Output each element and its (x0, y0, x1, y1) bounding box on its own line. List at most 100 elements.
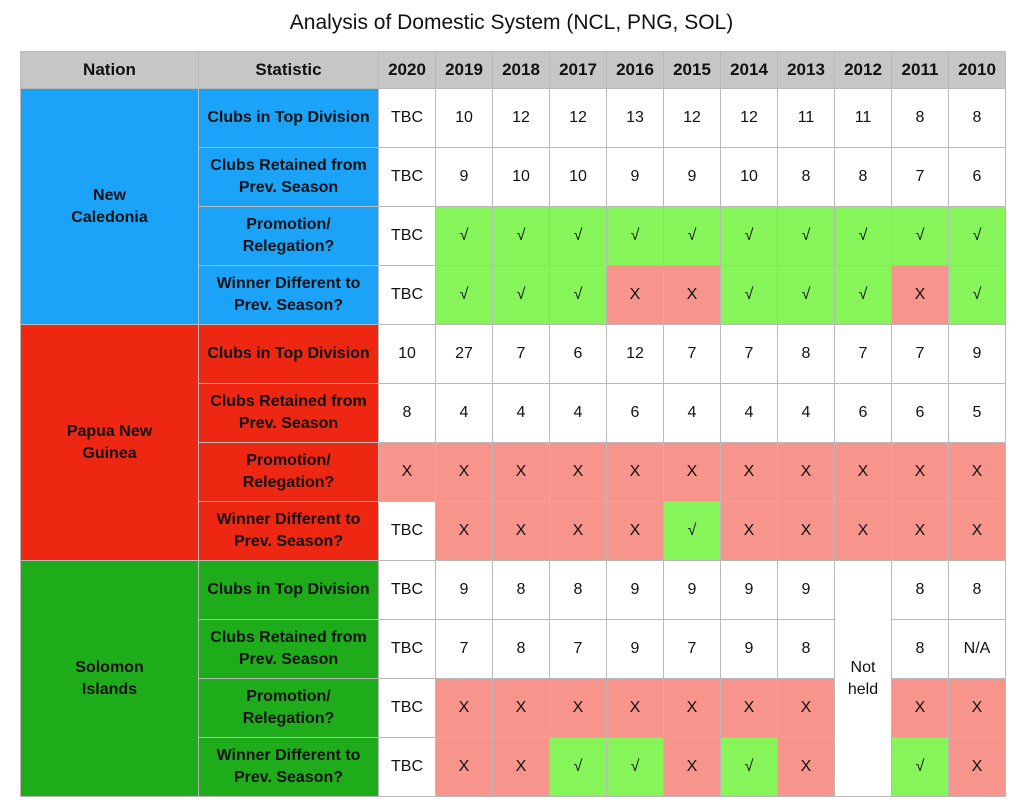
statistic-cell: Clubs Retained from Prev. Season (198, 619, 379, 679)
value-cell: 4 (720, 383, 778, 443)
value-cell: 12 (492, 88, 550, 148)
value-cell: 9 (720, 560, 778, 620)
value-cell: X (435, 442, 493, 502)
year-header: 2010 (948, 51, 1006, 89)
table-row: Winner Different to Prev. Season? TBC √ √ √ X… (21, 265, 1006, 325)
value-cell: 13 (606, 88, 664, 148)
value-cell: X (492, 737, 550, 797)
value-cell: X (435, 737, 493, 797)
value-cell: 7 (435, 619, 493, 679)
value-cell: 9 (606, 619, 664, 679)
value-cell: 6 (549, 324, 607, 384)
value-cell: √ (777, 265, 835, 325)
value-cell: 6 (834, 383, 892, 443)
value-cell: 9 (435, 560, 493, 620)
statistic-cell: Clubs in Top Division (198, 88, 379, 148)
value-cell: X (378, 442, 436, 502)
value-cell: 11 (834, 88, 892, 148)
value-cell: 8 (948, 560, 1006, 620)
value-cell: 8 (777, 147, 835, 207)
statistic-cell: Clubs Retained from Prev. Season (198, 383, 379, 443)
value-cell: X (891, 678, 949, 738)
year-header: 2011 (891, 51, 949, 89)
value-cell: X (606, 442, 664, 502)
value-cell: √ (663, 206, 721, 266)
value-cell: 8 (549, 560, 607, 620)
value-cell: X (492, 442, 550, 502)
value-cell: 8 (492, 560, 550, 620)
value-cell: 10 (378, 324, 436, 384)
table-row: Promotion/ Relegation? TBC X X X X X X X X X (21, 678, 1006, 738)
value-cell: X (777, 442, 835, 502)
statistic-cell: Clubs in Top Division (198, 324, 379, 384)
value-cell: 11 (777, 88, 835, 148)
value-cell: 8 (492, 619, 550, 679)
value-cell: TBC (378, 619, 436, 679)
statistic-cell: Promotion/ Relegation? (198, 442, 379, 502)
table-row: Clubs Retained from Prev. Season TBC 9 10 10… (21, 147, 1006, 207)
value-cell: TBC (378, 265, 436, 325)
value-cell: X (606, 501, 664, 561)
statistic-cell: Promotion/ Relegation? (198, 678, 379, 738)
value-cell: √ (492, 206, 550, 266)
value-cell: X (834, 501, 892, 561)
value-cell: 9 (435, 147, 493, 207)
value-cell: √ (777, 206, 835, 266)
value-cell: √ (606, 206, 664, 266)
nation-header: Nation (20, 51, 199, 89)
value-cell: 27 (435, 324, 493, 384)
value-cell: X (549, 678, 607, 738)
value-cell: 7 (891, 147, 949, 207)
value-cell: TBC (378, 678, 436, 738)
value-cell: 10 (720, 147, 778, 207)
year-header: 2019 (435, 51, 493, 89)
value-cell: 9 (663, 560, 721, 620)
value-cell: X (948, 737, 1006, 797)
value-cell: √ (435, 265, 493, 325)
value-cell: √ (663, 501, 721, 561)
value-cell: X (948, 442, 1006, 502)
statistic-cell: Clubs Retained from Prev. Season (198, 147, 379, 207)
value-cell: X (891, 265, 949, 325)
value-cell: 7 (720, 324, 778, 384)
value-cell: 9 (948, 324, 1006, 384)
nation-cell: Papua New Guinea (20, 324, 199, 561)
year-header: 2016 (606, 51, 664, 89)
table-row: Solomon Islands Clubs in Top Division TBC 9… (20, 560, 1006, 797)
table-row: Clubs Retained from Prev. Season 8 4 4 4 6 4 4 4… (21, 383, 1006, 443)
value-cell: X (948, 678, 1006, 738)
value-cell: 8 (891, 560, 949, 620)
value-cell: √ (834, 265, 892, 325)
value-cell: √ (549, 265, 607, 325)
value-cell: 12 (549, 88, 607, 148)
value-cell: X (720, 501, 778, 561)
table-body: New Caledonia Clubs in Top Division TBC 10 1… (20, 88, 1006, 797)
value-cell: X (435, 678, 493, 738)
value-cell: 8 (891, 619, 949, 679)
year-header: 2020 (378, 51, 436, 89)
value-cell: X (777, 678, 835, 738)
value-cell: X (948, 501, 1006, 561)
value-cell: 6 (948, 147, 1006, 207)
value-cell: √ (948, 265, 1006, 325)
value-cell: 12 (606, 324, 664, 384)
value-cell: N/A (948, 619, 1006, 679)
value-cell: 4 (435, 383, 493, 443)
value-cell: X (606, 678, 664, 738)
statistic-cell: Promotion/ Relegation? (198, 206, 379, 266)
value-cell: X (663, 265, 721, 325)
table-row: Papua New Guinea Clubs in Top Division 10 2… (20, 324, 1006, 561)
value-cell: X (891, 501, 949, 561)
year-header: 2018 (492, 51, 550, 89)
statistic-cell: Clubs in Top Division (198, 560, 379, 620)
value-cell: 8 (378, 383, 436, 443)
statistic-header: Statistic (198, 51, 379, 89)
page-title: Analysis of Domestic System (NCL, PNG, S… (289, 11, 734, 34)
value-cell: 7 (834, 324, 892, 384)
table-row: New Caledonia Clubs in Top Division TBC 10 1… (20, 88, 1006, 325)
value-cell: TBC (378, 501, 436, 561)
value-cell: 8 (777, 619, 835, 679)
value-cell: X (720, 442, 778, 502)
value-cell: X (663, 678, 721, 738)
value-cell: √ (891, 206, 949, 266)
